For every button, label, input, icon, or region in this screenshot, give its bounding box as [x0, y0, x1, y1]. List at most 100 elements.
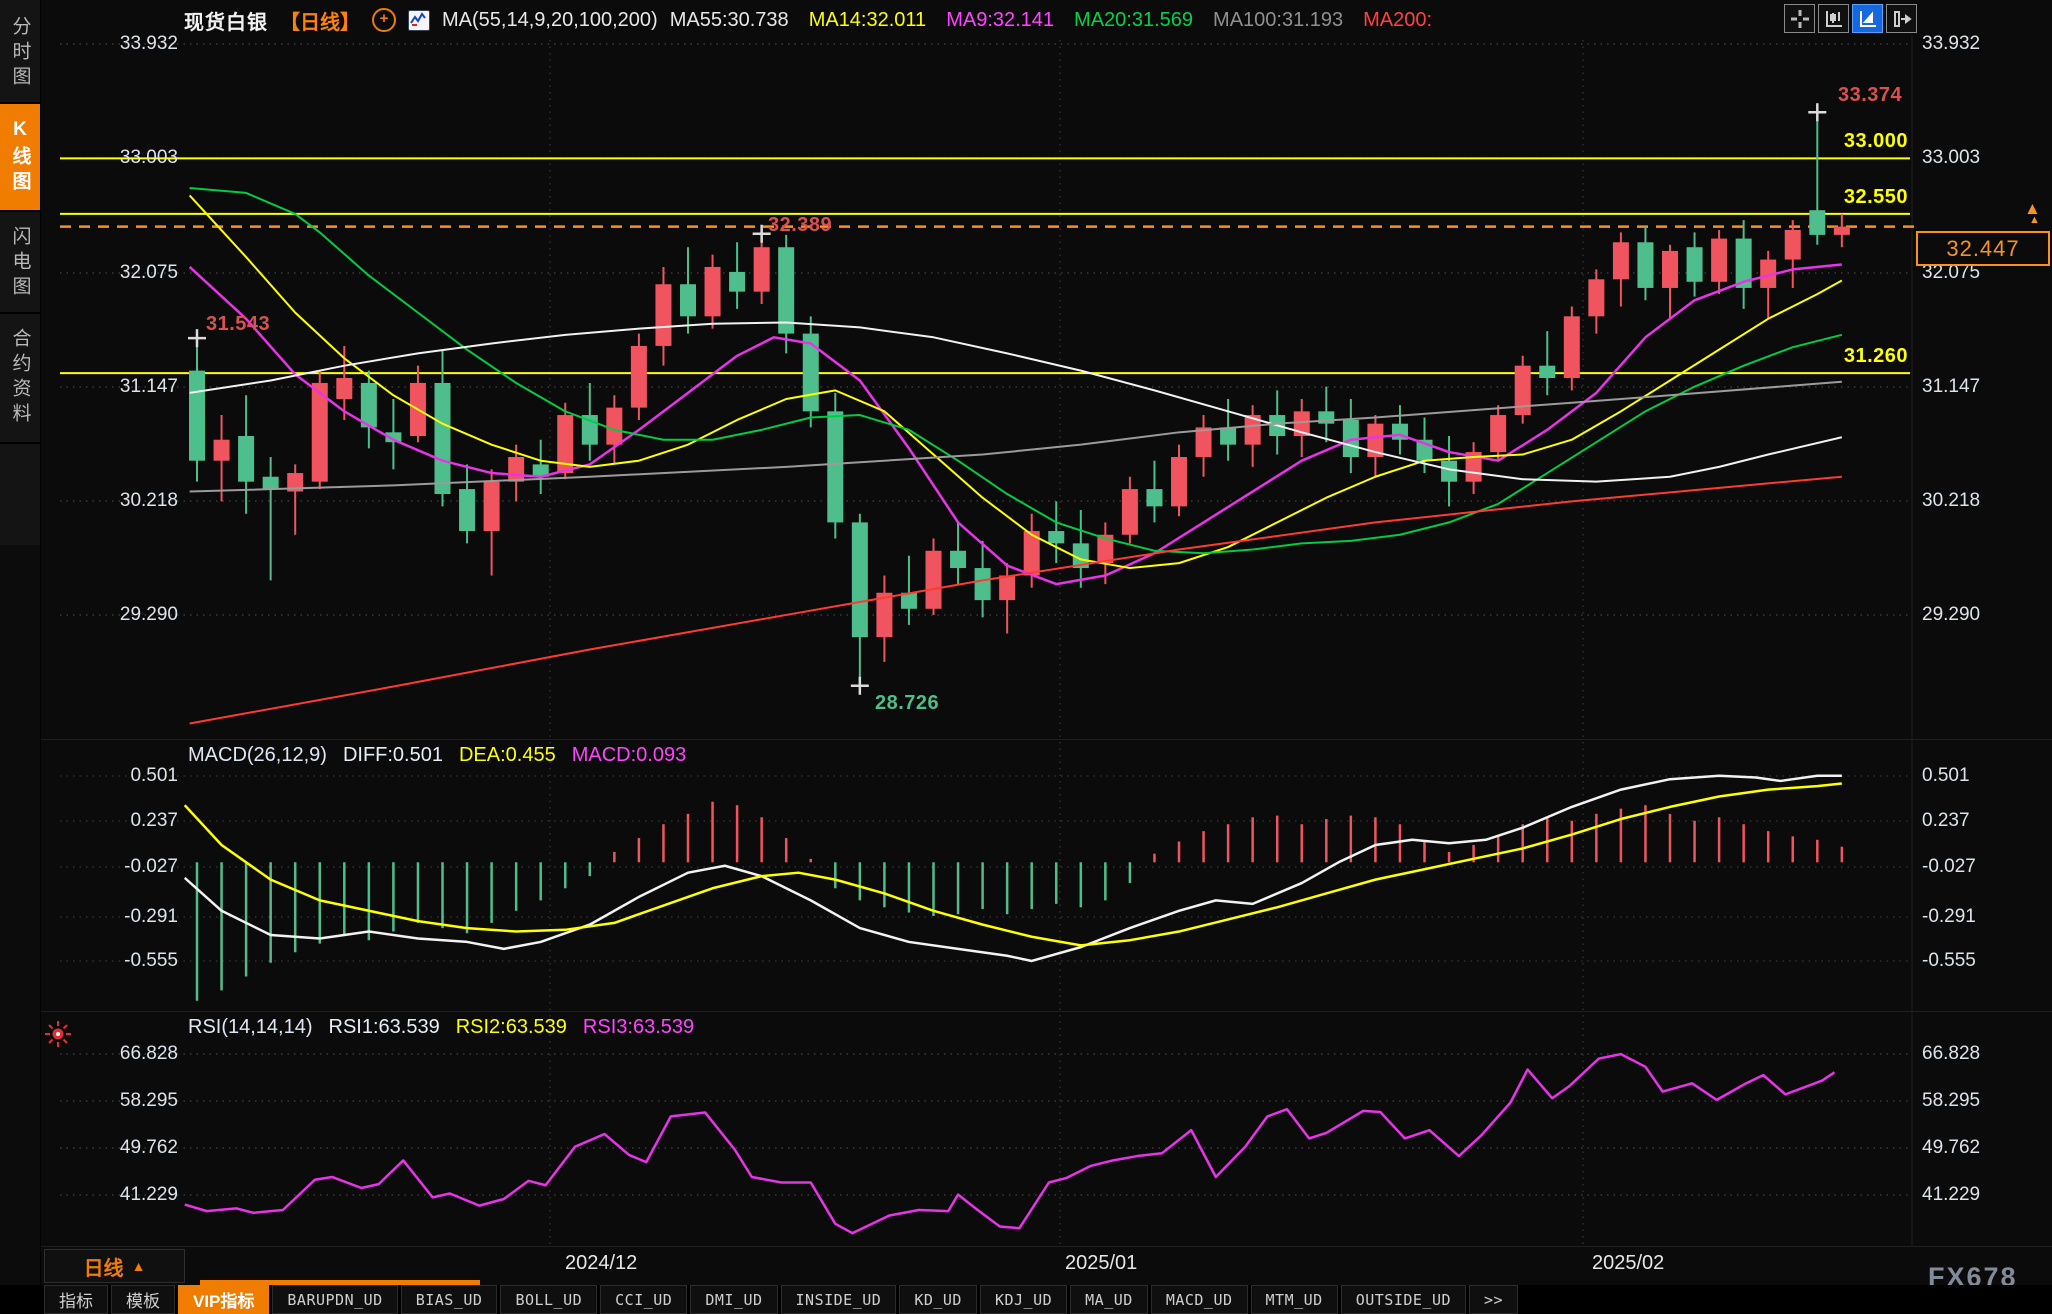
chart-header: 现货白银 【日线】 + MA(55,14,9,20,100,200) MA55:…: [184, 5, 1432, 35]
sidebar-item-4[interactable]: 合约资料: [0, 314, 40, 444]
ma-value-label: MA9:32.141: [946, 8, 1055, 31]
period-selector[interactable]: 日线 ▲: [44, 1249, 185, 1283]
line-chart-icon[interactable]: [408, 9, 430, 31]
price-axis-label: 31.147: [1922, 376, 1981, 397]
tab-模板[interactable]: 模板: [111, 1285, 175, 1314]
tab-vip指标[interactable]: VIP指标: [178, 1285, 270, 1314]
price-axis-label: 0.237: [130, 810, 178, 831]
triangle-up-icon: ▲: [131, 1258, 146, 1274]
level-label: 31.260: [1843, 345, 1908, 368]
tab-dmi_ud[interactable]: DMI_UD: [690, 1285, 778, 1314]
tab-bias_ud[interactable]: BIAS_UD: [400, 1285, 498, 1314]
trend-axis-icon[interactable]: [1852, 4, 1883, 33]
panel-divider: [40, 1011, 2052, 1012]
price-axis-label: 0.501: [130, 765, 178, 786]
period-label: 日线: [83, 1257, 124, 1280]
tab-kdj_ud[interactable]: KDJ_UD: [979, 1285, 1068, 1314]
tab-boll_ud[interactable]: BOLL_UD: [500, 1285, 598, 1314]
price-axis-label: -0.291: [124, 906, 178, 927]
price-axis-label: -0.291: [1922, 906, 1976, 927]
price-annotation: 32.389: [768, 214, 833, 236]
period-tag[interactable]: 【日线】: [280, 11, 360, 34]
level-label: 32.550: [1843, 185, 1908, 208]
price-axis-label: 49.762: [1922, 1137, 1981, 1158]
ma-value-label: MA200:: [1363, 8, 1433, 31]
price-axis-label: 33.932: [119, 33, 178, 54]
price-annotation: 33.374: [1838, 84, 1903, 106]
price-axis-label: 29.290: [119, 604, 178, 625]
tab-ma_ud[interactable]: MA_UD: [1070, 1285, 1148, 1314]
panel-shift-icon[interactable]: [1886, 4, 1917, 33]
price-axis-label: 32.075: [1922, 262, 1981, 283]
price-axis-label: -0.027: [124, 856, 178, 877]
rsi2-value: RSI2:63.539: [455, 1016, 567, 1038]
price-axis-label: 41.229: [119, 1184, 178, 1205]
price-axis-label: -0.027: [1922, 856, 1976, 877]
tab-outside_ud[interactable]: OUTSIDE_UD: [1340, 1285, 1467, 1314]
rsi3-value: RSI3:63.539: [582, 1016, 695, 1038]
price-up-arrow-icon: ▲: [2029, 214, 2040, 226]
level-label: 33.000: [1843, 130, 1908, 153]
tab-kd_ud[interactable]: KD_UD: [899, 1285, 977, 1314]
tab-barupdn_ud[interactable]: BARUPDN_UD: [272, 1285, 398, 1314]
price-axis-label: 0.237: [1922, 810, 1970, 831]
tab-指标[interactable]: 指标: [44, 1285, 108, 1314]
tab-inside_ud[interactable]: INSIDE_UD: [780, 1285, 897, 1314]
panel-divider: [40, 739, 2052, 740]
tab-mtm_ud[interactable]: MTM_UD: [1250, 1285, 1338, 1314]
macd-macd-value: MACD:0.093: [571, 744, 687, 766]
price-axis-label: 58.295: [1922, 1090, 1981, 1111]
price-axis-label: -0.555: [124, 950, 178, 971]
price-axis-label: -0.555: [1922, 950, 1976, 971]
price-up-arrow-icon: ▲: [2024, 199, 2041, 218]
circle-plus-icon[interactable]: +: [372, 8, 396, 32]
ma-settings-label: MA(55,14,9,20,100,200): [442, 8, 658, 31]
price-axis-label: 30.218: [119, 490, 178, 511]
sidebar-item-1[interactable]: 分时图: [0, 4, 40, 104]
symbol-name: 现货白银: [184, 11, 268, 34]
tabs-overflow-button[interactable]: >>: [1469, 1285, 1519, 1314]
rsi1-value: RSI1:63.539: [328, 1016, 440, 1038]
macd-diff-value: DIFF:0.501: [342, 744, 443, 766]
price-axis-label: 66.828: [1922, 1043, 1981, 1064]
rsi-header: RSI(14,14,14) RSI1:63.539 RSI2:63.539 RS…: [188, 1016, 694, 1039]
rsi-title: RSI(14,14,14): [188, 1016, 313, 1038]
price-axis-label: 58.295: [119, 1090, 178, 1111]
tab-macd_ud[interactable]: MACD_UD: [1150, 1285, 1248, 1314]
horizontal-scrollbar-thumb[interactable]: [200, 1280, 480, 1285]
price-axis-label: 32.075: [119, 262, 178, 283]
sidebar-item-2[interactable]: K线图: [0, 104, 40, 212]
ma-value-label: MA14:32.011: [808, 8, 927, 31]
current-price-box: 32.447: [1916, 231, 2050, 266]
ma-value-label: MA20:31.569: [1074, 8, 1194, 31]
price-axis-label: 66.828: [119, 1043, 178, 1064]
price-axis-label: 33.003: [119, 147, 178, 168]
macd-title: MACD(26,12,9): [188, 744, 327, 766]
panel-divider: [40, 1246, 2052, 1247]
chart-toolbar: [1784, 4, 1917, 33]
macd-header: MACD(26,12,9) DIFF:0.501 DEA:0.455 MACD:…: [188, 744, 686, 767]
price-axis-label: 49.762: [119, 1137, 178, 1158]
date-label: 2024/12: [565, 1252, 638, 1274]
candle-axis-icon[interactable]: [1818, 4, 1849, 33]
price-axis-label: 31.147: [119, 376, 178, 397]
price-axis-label: 29.290: [1922, 604, 1981, 625]
date-label: 2025/02: [1592, 1252, 1665, 1274]
indicator-tab-bar: 指标 模板 VIP指标 BARUPDN_UD BIAS_UD BOLL_UD CCI_UD D…: [0, 1285, 2052, 1314]
price-axis-label: 33.932: [1922, 33, 1981, 54]
price-axis-label: 41.229: [1922, 1184, 1981, 1205]
macd-dea-value: DEA:0.455: [458, 744, 556, 766]
price-axis-label: 30.218: [1922, 490, 1981, 511]
price-axis-label: 33.003: [1922, 147, 1981, 168]
ma-values: MA55:30.738 MA14:32.011 MA9:32.141 MA20:31.…: [670, 9, 1432, 32]
alert-icon[interactable]: [44, 1020, 72, 1048]
sidebar-item-3[interactable]: 闪电图: [0, 214, 40, 314]
price-axis-label: 0.501: [1922, 765, 1970, 786]
crosshair-icon[interactable]: [1784, 4, 1815, 33]
left-sidebar: 分时图 K线图 闪电图 合约资料: [0, 0, 41, 1314]
date-label: 2025/01: [1065, 1252, 1138, 1274]
price-annotation: 28.726: [875, 692, 940, 714]
tab-cci_ud[interactable]: CCI_UD: [600, 1285, 688, 1314]
